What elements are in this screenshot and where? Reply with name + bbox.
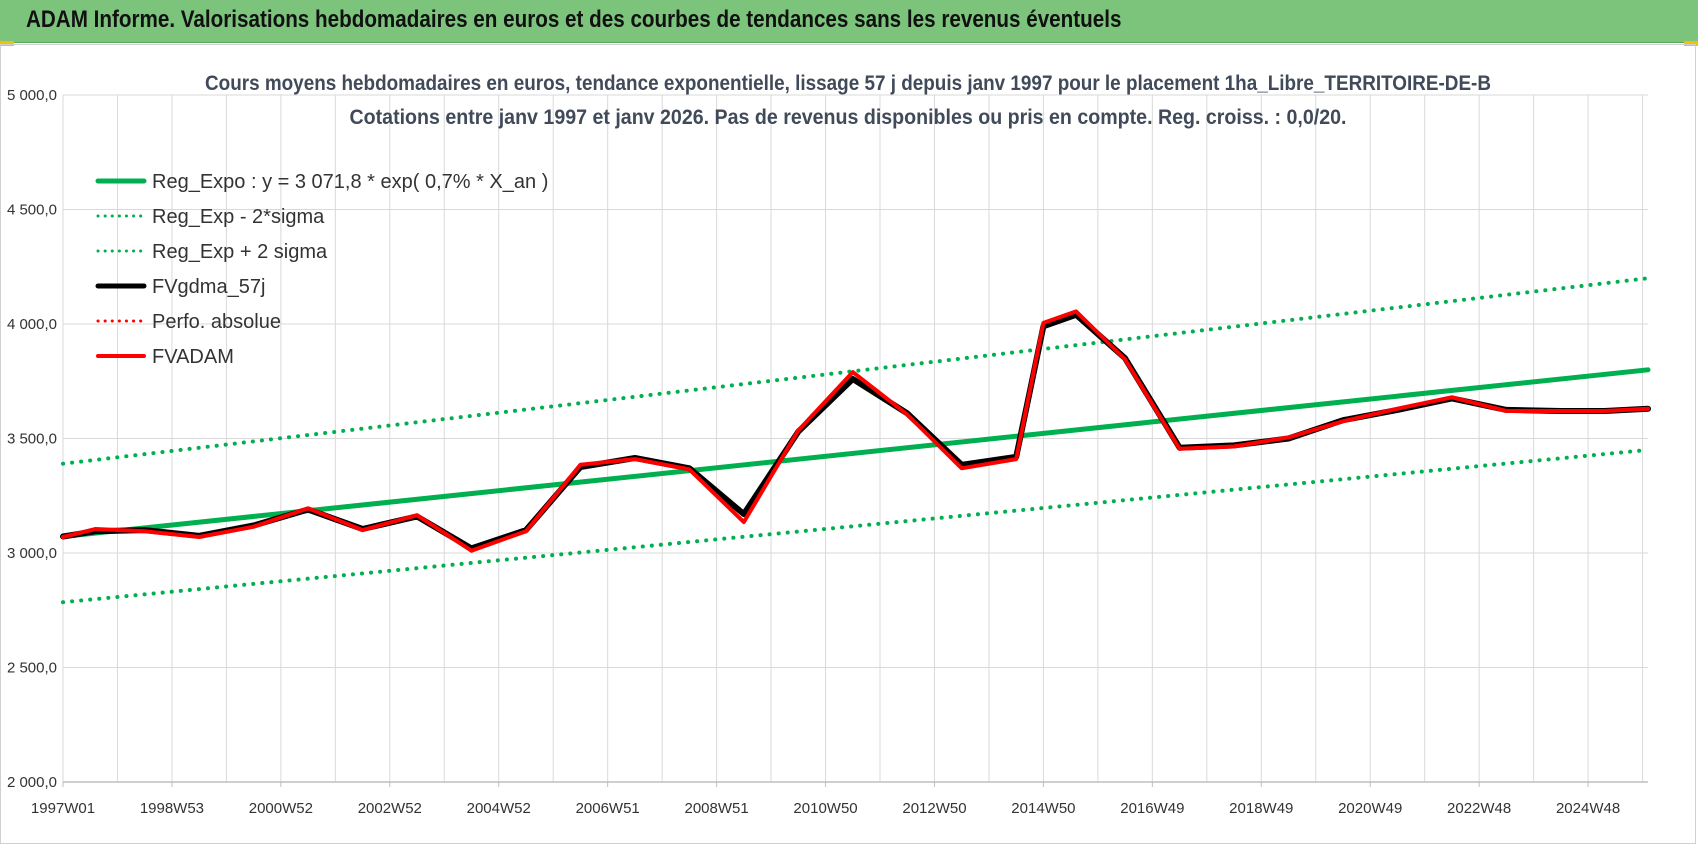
x-tick-label: 2002W52 [358, 800, 422, 817]
x-tick-label: 2008W51 [684, 800, 748, 817]
report-title: ADAM Informe. Valorisations hebdomadaire… [26, 6, 1122, 33]
chart-frame [0, 44, 1696, 844]
series-line-2 [61, 276, 1650, 466]
y-tick-label: 3 000,0 [7, 545, 57, 562]
series-line-0 [60, 367, 1651, 539]
chart-title-line-1: Cours moyens hebdomadaires en euros, ten… [205, 72, 1491, 95]
y-tick-label: 5 000,0 [7, 87, 57, 104]
legend-label-5: FVADAM [152, 346, 234, 368]
x-tick-label: 2016W49 [1120, 800, 1184, 817]
x-tick-label: 2022W48 [1447, 800, 1511, 817]
y-tick-label: 2 000,0 [7, 774, 57, 791]
x-tick-label: 1998W53 [140, 800, 204, 817]
legend-label-0: Reg_Expo : y = 3 071,8 * exp( 0,7% * X_a… [152, 171, 548, 193]
x-tick-label: 2004W52 [467, 800, 531, 817]
y-tick-label: 4 000,0 [7, 316, 57, 333]
grid-layer [62, 94, 1648, 783]
series-line-5 [61, 309, 1650, 553]
x-tick-label: 1997W01 [31, 800, 95, 817]
y-tick-label: 2 500,0 [7, 660, 57, 677]
legend-label-2: Reg_Exp + 2 sigma [152, 241, 328, 263]
report-banner: ADAM Informe. Valorisations hebdomadaire… [0, 0, 1698, 43]
corner-marker-right [1684, 41, 1698, 46]
x-tick-label: 2024W48 [1556, 800, 1620, 817]
corner-marker-left [0, 41, 14, 46]
legend-label-4: Perfo. absolue [152, 311, 281, 333]
legend-label-3: FVgdma_57j [152, 276, 265, 298]
y-tick-label: 4 500,0 [7, 202, 57, 219]
axis-layer: 2 000,0 2 500,0 3 000,0 3 500,0 4 000,0 4 500… [7, 87, 1648, 817]
legend-label-1: Reg_Exp - 2*sigma [152, 206, 325, 228]
x-tick-label: 2018W49 [1229, 800, 1293, 817]
y-tick-label: 3 500,0 [7, 431, 57, 448]
chart-title-line-2: Cotations entre janv 1997 et janv 2026. … [350, 106, 1347, 129]
x-tick-label: 2014W50 [1011, 800, 1075, 817]
x-tick-label: 2012W50 [902, 800, 966, 817]
legend: Reg_Expo : y = 3 071,8 * exp( 0,7% * X_a… [95, 171, 548, 368]
series-layer [60, 276, 1651, 605]
x-tick-label: 2000W52 [249, 800, 313, 817]
x-tick-label: 2010W50 [793, 800, 857, 817]
series-line-3 [60, 311, 1651, 552]
series-line-1 [61, 447, 1650, 605]
x-tick-label: 2020W49 [1338, 800, 1402, 817]
x-tick-label: 2006W51 [576, 800, 640, 817]
